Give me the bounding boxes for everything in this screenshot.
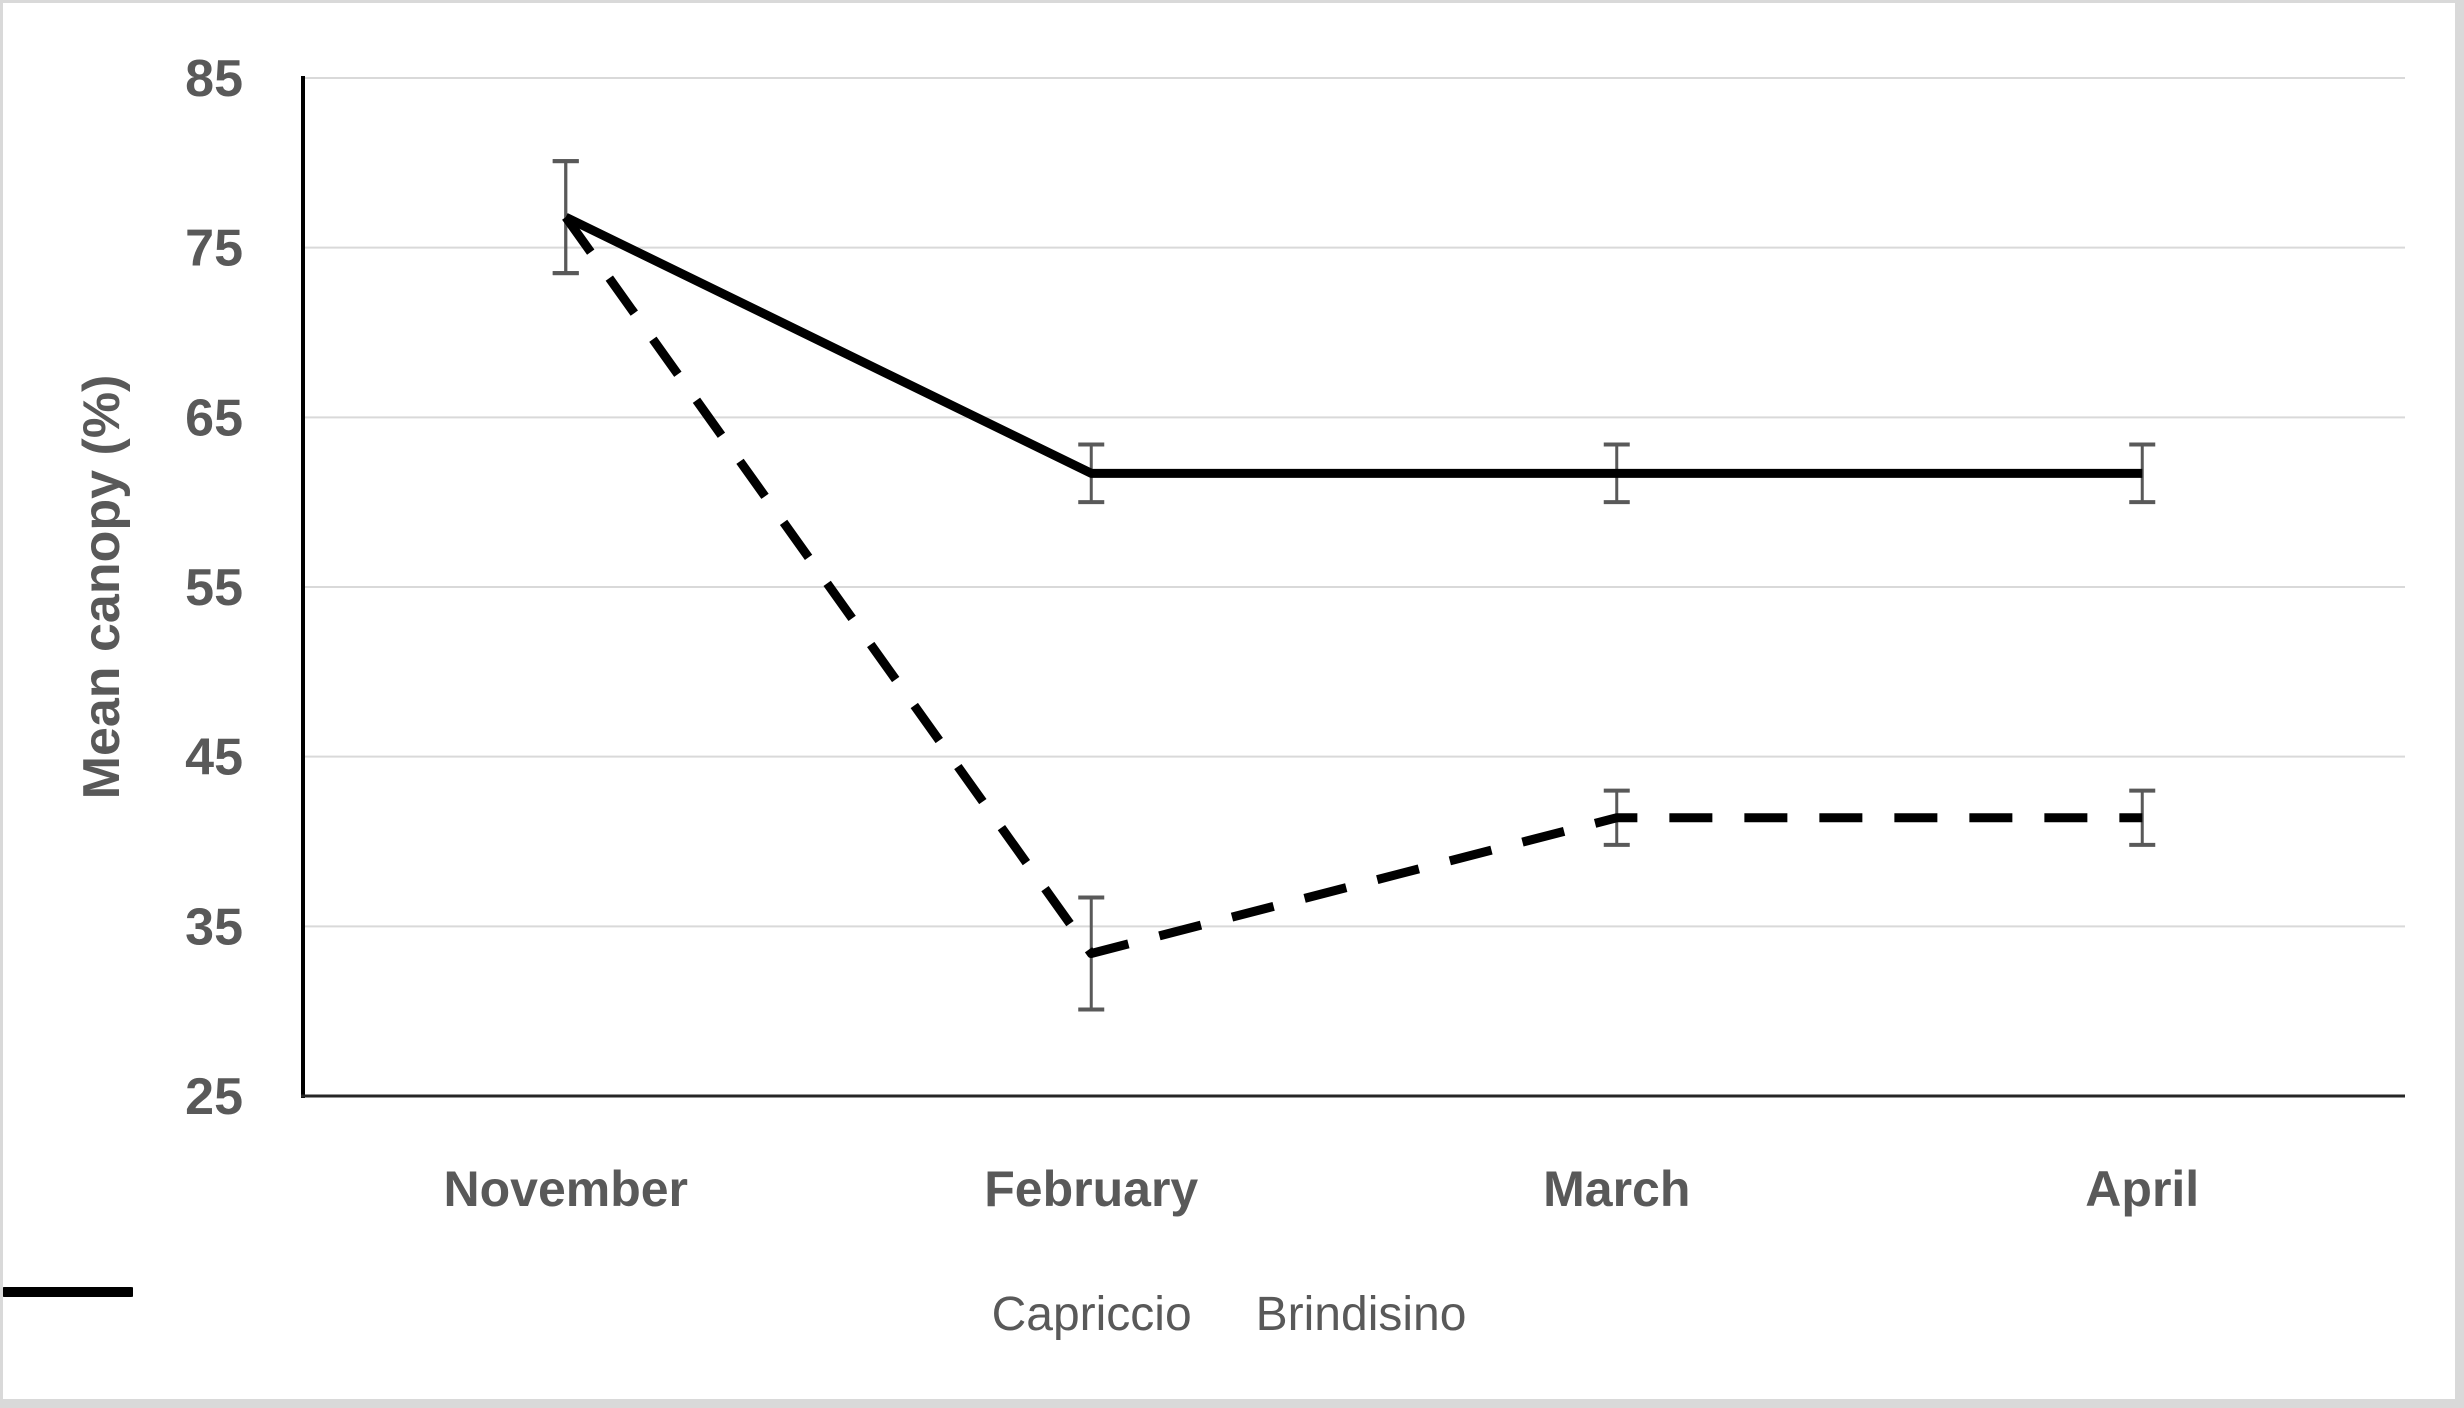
x-category-labels-group: November February March April (443, 1161, 2199, 1217)
legend: Capriccio Brindisino (3, 1286, 2455, 1344)
y-axis-title: Mean canopy (%) (73, 375, 131, 800)
legend-item-brindisino: Brindisino (3, 1287, 1467, 1341)
legend-item-capriccio: Capriccio (3, 1287, 1192, 1341)
x-category-label: March (1543, 1161, 1690, 1217)
y-tick-label: 35 (185, 898, 243, 956)
chart-svg: 25 35 45 55 65 75 85 November February March Apri… (73, 50, 2405, 1217)
x-category-label: April (2085, 1161, 2199, 1217)
x-category-label: February (984, 1161, 1198, 1217)
gridlines-group (303, 77, 2405, 928)
y-tick-label: 25 (185, 1068, 243, 1126)
y-tick-label: 55 (185, 559, 243, 617)
error-bars-group (552, 159, 2156, 1012)
series-lines-group (562, 213, 2143, 958)
y-tick-label: 85 (185, 50, 243, 108)
axes-group (301, 76, 2405, 1098)
y-tick-label: 45 (185, 729, 243, 787)
solid-line-sample-icon (3, 1287, 133, 1297)
y-tick-label: 75 (185, 220, 243, 278)
legend-label-capriccio: Capriccio (991, 1288, 1192, 1341)
series-line-capriccio (562, 214, 2143, 958)
y-tick-labels-group: 25 35 45 55 65 75 85 (185, 50, 243, 1126)
x-category-label: November (443, 1161, 688, 1217)
legend-label-brindisino: Brindisino (1255, 1288, 1467, 1341)
series-line-brindisino (563, 213, 2143, 478)
y-tick-label: 65 (185, 389, 243, 447)
